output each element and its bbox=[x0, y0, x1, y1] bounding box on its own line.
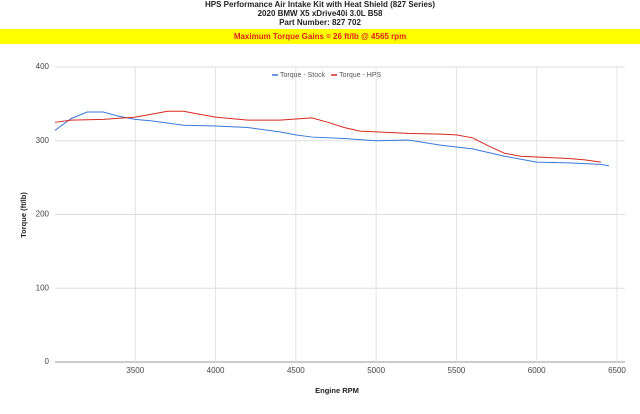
x-tick-label: 5000 bbox=[367, 366, 385, 375]
x-tick-label: 5500 bbox=[448, 366, 466, 375]
x-tick-label: 6000 bbox=[528, 366, 546, 375]
y-tick-label: 200 bbox=[36, 210, 50, 219]
y-tick-label: 300 bbox=[36, 136, 50, 145]
y-tick-label: 0 bbox=[45, 357, 50, 366]
y-axis-label: Torque (ft/lb) bbox=[19, 192, 28, 238]
legend-label: Torque - Stock bbox=[280, 72, 326, 79]
x-tick-label: 3500 bbox=[126, 366, 144, 375]
banner-bg bbox=[0, 29, 640, 44]
legend-label: Torque - HPS bbox=[339, 72, 381, 79]
chart-subtitle: 2020 BMW X5 xDrive40i 3.0L B58 bbox=[258, 9, 383, 18]
part-number: Part Number: 827 702 bbox=[279, 18, 361, 27]
series-line bbox=[54, 110, 601, 163]
x-tick-label: 6500 bbox=[608, 366, 626, 375]
y-tick-label: 100 bbox=[36, 283, 50, 292]
x-tick-label: 4500 bbox=[287, 366, 305, 375]
y-tick-label: 400 bbox=[36, 62, 50, 71]
banner: Maximum Torque Gains = 26 ft/lb @ 4565 r… bbox=[234, 32, 406, 41]
chart-title: HPS Performance Air Intake Kit with Heat… bbox=[205, 0, 435, 9]
series-line bbox=[54, 111, 610, 167]
x-tick-label: 4000 bbox=[207, 366, 225, 375]
x-axis-label: Engine RPM bbox=[315, 386, 359, 395]
